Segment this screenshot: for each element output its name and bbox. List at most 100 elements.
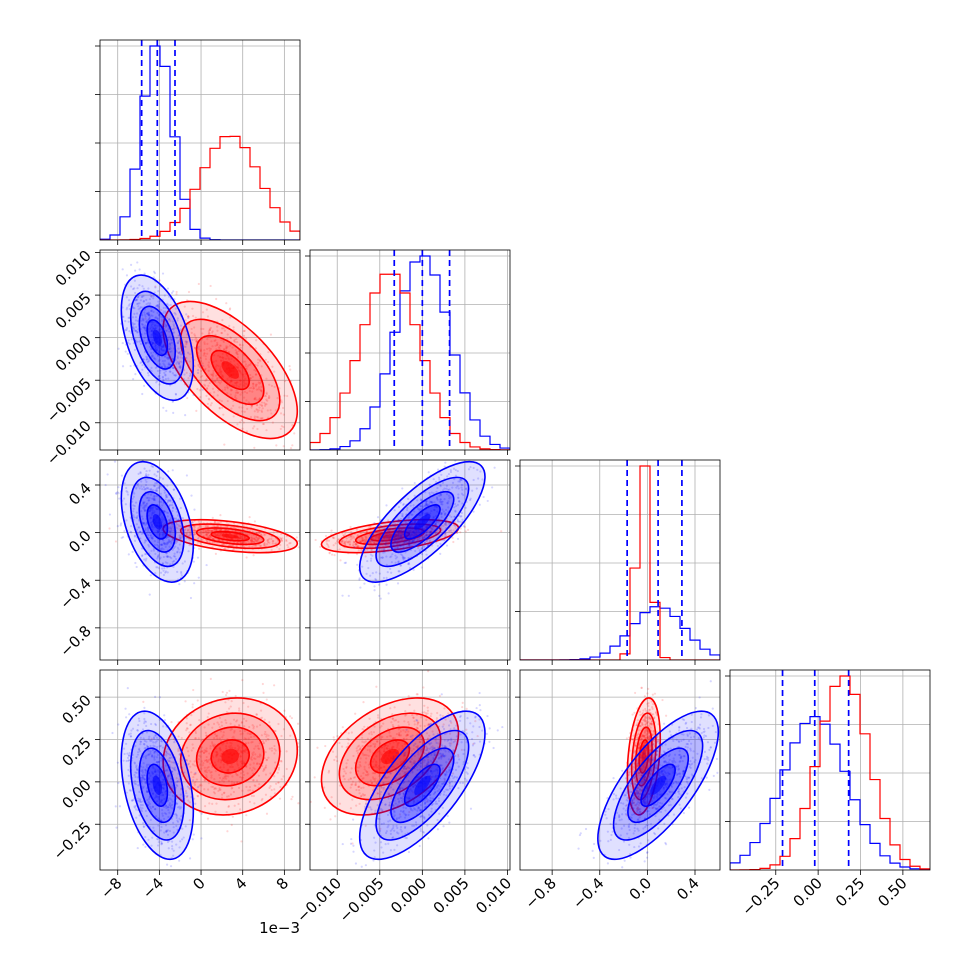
scatter-point bbox=[239, 535, 243, 538]
scatter-point bbox=[274, 729, 277, 733]
scatter-point bbox=[245, 785, 248, 788]
scatter-point bbox=[245, 399, 248, 402]
scatter-point bbox=[456, 503, 459, 506]
scatter-point bbox=[193, 333, 196, 336]
scatter-point bbox=[115, 491, 118, 495]
scatter-point bbox=[173, 312, 176, 315]
scatter-point bbox=[193, 773, 196, 776]
scatter-point bbox=[177, 351, 180, 354]
scatter-point bbox=[272, 531, 275, 534]
scatter-point bbox=[145, 469, 148, 473]
scatter-point bbox=[161, 520, 164, 523]
scatter-point bbox=[230, 388, 234, 392]
scatter-point bbox=[251, 754, 254, 757]
scatter-point bbox=[235, 384, 238, 387]
scatter-point bbox=[204, 367, 207, 370]
scatter-point bbox=[210, 340, 213, 343]
scatter-point bbox=[154, 489, 157, 492]
scatter-point bbox=[144, 504, 147, 507]
scatter-point bbox=[274, 542, 277, 545]
scatter-point bbox=[430, 528, 434, 531]
scatter-point bbox=[254, 544, 257, 547]
scatter-point bbox=[447, 472, 451, 476]
scatter-point bbox=[186, 396, 189, 400]
scatter-point bbox=[225, 302, 228, 305]
scatter-point bbox=[273, 684, 276, 687]
scatter-point bbox=[257, 537, 260, 541]
scatter-point bbox=[150, 523, 153, 526]
scatter-point bbox=[145, 496, 148, 500]
scatter-point bbox=[205, 734, 208, 737]
scatter-point bbox=[456, 518, 459, 521]
scatter-point bbox=[230, 765, 233, 769]
scatter-point bbox=[163, 359, 166, 362]
scatter-point bbox=[213, 786, 217, 790]
scatter-point bbox=[397, 548, 400, 551]
scatter-point bbox=[453, 515, 456, 519]
scatter-point bbox=[211, 785, 215, 789]
scatter-point bbox=[161, 477, 165, 480]
scatter-point bbox=[188, 360, 191, 363]
scatter-point bbox=[236, 362, 239, 366]
scatter-point bbox=[149, 534, 152, 537]
scatter-point bbox=[264, 764, 268, 767]
panel-content bbox=[310, 460, 510, 660]
scatter-point bbox=[147, 456, 149, 458]
scatter-point bbox=[215, 755, 218, 758]
scatter-point bbox=[222, 791, 226, 795]
scatter-point bbox=[184, 345, 187, 348]
scatter-point bbox=[166, 535, 170, 538]
scatter-point bbox=[157, 486, 160, 489]
scatter-point bbox=[162, 531, 165, 534]
scatter-point bbox=[449, 529, 452, 533]
scatter-point bbox=[428, 530, 432, 534]
scatter-point bbox=[352, 536, 356, 539]
scatter-point bbox=[164, 792, 167, 796]
scatter-point bbox=[239, 749, 242, 752]
scatter-point bbox=[374, 577, 377, 581]
scatter-point bbox=[212, 524, 215, 527]
scatter-point bbox=[136, 331, 139, 334]
scatter-point bbox=[211, 375, 215, 378]
scatter-point bbox=[401, 537, 404, 540]
scatter-point bbox=[241, 720, 244, 724]
scatter-point bbox=[261, 682, 264, 686]
scatter-point bbox=[371, 554, 374, 557]
scatter-point bbox=[219, 754, 222, 758]
scatter-point bbox=[219, 766, 222, 769]
scatter-point bbox=[219, 788, 222, 791]
scatter-point bbox=[218, 399, 221, 402]
scatter-point bbox=[141, 517, 145, 521]
scatter-point bbox=[378, 572, 381, 575]
scatter-point bbox=[233, 724, 236, 727]
scatter-point bbox=[382, 527, 385, 530]
scatter-point bbox=[153, 324, 156, 328]
scatter-point bbox=[368, 545, 371, 548]
scatter-point bbox=[375, 543, 378, 546]
scatter-point bbox=[140, 509, 143, 513]
scatter-point bbox=[173, 327, 176, 330]
scatter-point bbox=[151, 497, 154, 500]
panel-frame bbox=[99, 249, 301, 451]
scatter-point bbox=[407, 541, 411, 544]
scatter-point bbox=[216, 753, 219, 757]
scatter-point bbox=[203, 766, 206, 769]
scatter-point bbox=[189, 596, 193, 600]
scatter-point bbox=[153, 497, 156, 500]
scatter-point bbox=[142, 502, 145, 505]
scatter-point bbox=[402, 544, 405, 547]
scatter-point bbox=[221, 374, 224, 377]
scatter-point bbox=[216, 521, 219, 524]
scatter-point bbox=[191, 338, 194, 341]
scatter-point bbox=[154, 343, 157, 346]
scatter-point bbox=[214, 750, 217, 753]
scatter-point bbox=[149, 488, 152, 491]
scatter-point bbox=[420, 505, 423, 508]
scatter-point bbox=[410, 513, 413, 516]
scatter-point bbox=[283, 380, 287, 383]
scatter-point bbox=[153, 291, 156, 294]
scatter-point bbox=[162, 345, 165, 348]
scatter-point bbox=[275, 444, 278, 447]
histogram-series-0 bbox=[310, 255, 510, 450]
scatter-point bbox=[244, 742, 248, 745]
